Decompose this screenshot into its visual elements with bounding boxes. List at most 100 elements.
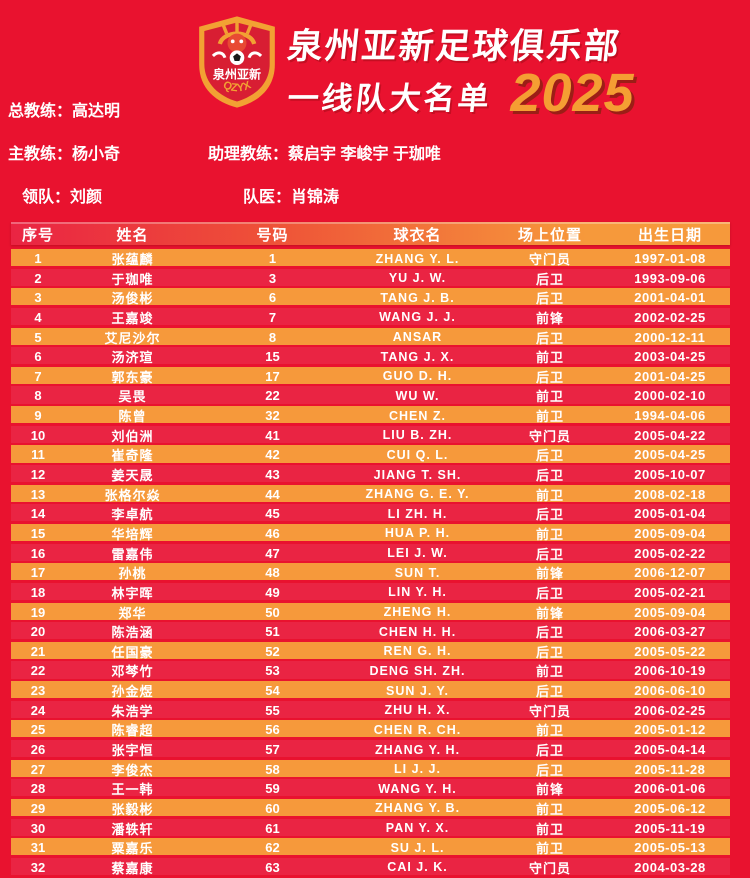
header-cell-jersey: 球衣名 (393, 227, 442, 244)
cell-jersey: WANG Y. H. (378, 781, 457, 796)
cell-number: 41 (265, 427, 280, 443)
cell-dob: 2005-04-14 (634, 742, 706, 758)
cell-name: 汤济瑄 (111, 350, 154, 366)
cell-name: 姜天晟 (111, 468, 154, 484)
cell-number: 1 (268, 251, 277, 266)
table-row: 1 张蕴麟 1 ZHANG Y. L. 守门员 1997-01-08 (11, 249, 730, 267)
cell-dob: 2005-05-22 (634, 643, 706, 659)
dragon-emblem-icon (211, 22, 263, 59)
table-row: 28 王一韩 59 WANG Y. H. 前锋 2006-01-06 (11, 779, 730, 797)
cell-jersey: LIU B. ZH. (382, 428, 453, 443)
cell-position: 前卫 (535, 664, 564, 680)
cell-name: 孙桃 (118, 566, 147, 582)
cell-position: 后卫 (535, 507, 564, 523)
table-row: 8 吴畏 22 WU W. 前卫 2000-02-10 (11, 386, 730, 405)
cell-number: 6 (268, 290, 277, 306)
table-row: 11 崔奇隆 42 CUI Q. L. 后卫 2005-04-25 (11, 445, 730, 463)
cell-jersey: SU J. L. (390, 840, 445, 855)
cell-jersey: ZHU H. X. (384, 703, 451, 718)
cell-no: 25 (30, 722, 46, 738)
cell-jersey: GUO D. H. (382, 369, 453, 384)
cell-position: 前卫 (535, 801, 564, 817)
cell-no: 9 (34, 408, 42, 424)
cell-jersey: CUI Q. L. (386, 447, 449, 462)
table-row: 22 邓棽竹 53 DENG SH. ZH. 前卫 2006-10-19 (11, 661, 730, 680)
cell-dob: 2005-11-28 (634, 761, 706, 777)
cell-name: 华培辉 (111, 526, 154, 542)
table-header-row: 序号 姓名 号码 球衣名 场上位置 出生日期 (11, 222, 730, 245)
cell-no: 29 (30, 800, 46, 816)
table-row: 21 任国豪 52 REN G. H. 后卫 2005-05-22 (11, 641, 730, 660)
cell-position: 前卫 (535, 409, 564, 425)
cell-no: 15 (30, 525, 46, 541)
staff-value: 蔡启宇 李峻宇 于珈唯 (288, 146, 441, 163)
cell-name: 陈曾 (118, 409, 147, 425)
cell-position: 后卫 (535, 369, 564, 385)
cell-position: 守门员 (528, 428, 571, 444)
cell-number: 54 (265, 683, 280, 699)
cell-no: 24 (30, 702, 46, 718)
table-row: 3 汤俊彬 6 TANG J. B. 后卫 2001-04-01 (11, 288, 730, 306)
cell-number: 7 (268, 309, 277, 325)
club-crest-logo: 泉州亚新 QZYX (199, 16, 275, 108)
cell-no: 10 (30, 427, 46, 443)
cell-dob: 2006-02-25 (634, 702, 706, 718)
cell-no: 2 (34, 270, 42, 286)
cell-no: 1 (34, 251, 42, 266)
year-badge: 2025 (510, 63, 635, 123)
cell-no: 6 (34, 349, 42, 365)
table-row: 5 艾尼沙尔 8 ANSAR 后卫 2000-12-11 (11, 327, 730, 346)
table-row: 16 雷嘉伟 47 LEI J. W. 后卫 2005-02-22 (11, 543, 730, 562)
cell-jersey: YU J. W. (388, 271, 447, 286)
cell-no: 3 (34, 290, 42, 306)
table-row: 29 张毅彬 60 ZHANG Y. B. 前卫 2005-06-12 (11, 798, 730, 817)
table-row: 12 姜天晟 43 JIANG T. SH. 后卫 2005-10-07 (11, 465, 730, 484)
cell-name: 孙金煜 (111, 684, 154, 700)
table-row: 23 孙金煜 54 SUN J. Y. 后卫 2006-06-10 (11, 681, 730, 700)
cell-name: 王嘉竣 (111, 310, 154, 326)
cell-no: 11 (31, 447, 45, 463)
cell-dob: 2005-11-19 (634, 820, 706, 836)
cell-number: 51 (265, 624, 280, 640)
cell-dob: 2005-09-04 (634, 525, 706, 541)
cell-no: 28 (30, 781, 46, 797)
cell-dob: 2005-04-22 (634, 427, 706, 443)
cell-jersey: ZHENG H. (383, 605, 452, 620)
cell-position: 前锋 (535, 310, 564, 326)
cell-jersey: ZHANG Y. B. (374, 801, 461, 816)
cell-number: 44 (265, 486, 280, 502)
cell-position: 前卫 (535, 821, 564, 837)
cell-no: 22 (30, 663, 46, 679)
cell-dob: 2001-04-25 (634, 368, 706, 384)
cell-jersey: TANG J. B. (380, 290, 455, 305)
cell-name: 艾尼沙尔 (104, 330, 161, 346)
cell-dob: 2000-12-11 (634, 329, 706, 345)
cell-position: 前卫 (535, 389, 564, 405)
cell-name: 张毅彬 (111, 801, 154, 817)
table-row: 24 朱浩学 55 ZHU H. X. 守门员 2006-02-25 (11, 700, 730, 719)
table-row: 20 陈浩涵 51 CHEN H. H. 后卫 2006-03-27 (11, 622, 730, 640)
cell-position: 后卫 (535, 468, 564, 484)
cell-number: 62 (265, 840, 280, 856)
cell-name: 于珈唯 (111, 271, 154, 287)
cell-name: 张宇恒 (111, 743, 154, 759)
cell-dob: 2003-04-25 (634, 349, 706, 365)
cell-name: 雷嘉伟 (111, 546, 154, 562)
cell-name: 吴畏 (118, 389, 147, 405)
cell-jersey: ZHANG G. E. Y. (365, 487, 470, 502)
cell-no: 16 (30, 545, 46, 561)
cell-dob: 2001-04-01 (634, 290, 706, 306)
cell-name: 刘伯洲 (111, 428, 154, 444)
cell-number: 47 (265, 545, 280, 561)
cell-number: 55 (265, 702, 280, 718)
cell-position: 前卫 (535, 841, 564, 857)
staff-value: 杨小奇 (72, 146, 121, 163)
cell-number: 3 (268, 270, 277, 286)
cell-dob: 2006-12-07 (634, 565, 706, 581)
cell-number: 61 (265, 820, 280, 836)
header-cell-position: 场上位置 (517, 227, 582, 244)
cell-number: 50 (265, 604, 280, 620)
cell-jersey: JIANG T. SH. (373, 467, 462, 482)
cell-number: 49 (265, 584, 280, 600)
